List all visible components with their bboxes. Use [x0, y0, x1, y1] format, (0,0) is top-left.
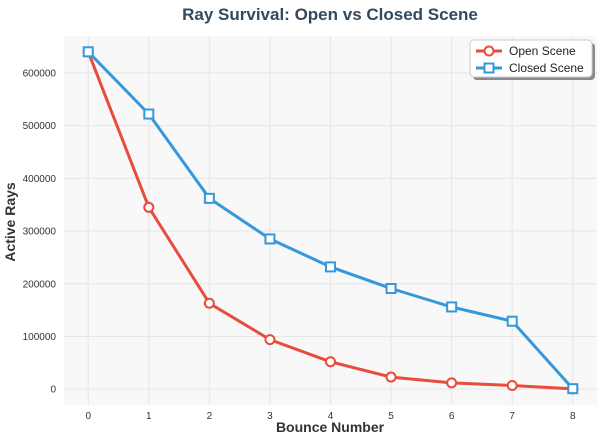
data-point-closed-scene	[325, 261, 336, 273]
data-point-closed-scene	[567, 383, 579, 395]
x-tick-label: 0	[85, 411, 91, 422]
y-tick-label: 500000	[23, 121, 57, 132]
legend-item-closed-scene: Closed Scene	[476, 61, 584, 75]
data-point-closed-scene	[82, 46, 94, 58]
legend-label-open-scene: Open Scene	[509, 44, 576, 58]
x-tick-label: 4	[328, 411, 334, 422]
legend-item-open-scene: Open Scene	[476, 44, 576, 58]
data-point-closed-scene	[506, 315, 518, 327]
legend-marker-closed-scene	[483, 62, 495, 74]
y-tick-label: 0	[50, 385, 56, 396]
data-point-closed-scene	[203, 192, 215, 204]
x-tick-label: 3	[267, 411, 273, 422]
data-point-open-scene	[446, 377, 458, 389]
y-tick-label: 100000	[23, 332, 57, 343]
y-tick-label: 400000	[23, 174, 57, 185]
data-point-open-scene	[143, 201, 155, 213]
x-axis-label: Bounce Number	[276, 419, 385, 435]
x-tick-label: 5	[388, 411, 394, 422]
legend-label-closed-scene: Closed Scene	[509, 61, 584, 75]
x-tick-label: 6	[449, 411, 455, 422]
series-layer	[82, 46, 579, 395]
y-tick-label: 600000	[23, 68, 57, 79]
data-point-open-scene	[506, 379, 518, 391]
data-point-open-scene	[264, 334, 276, 346]
legend: Open Scene Closed Scene	[469, 39, 595, 80]
axis-ticks: 0 1 2 3 4 5 6 7 8 0 100000 200000 300000 400000 500000…	[23, 68, 576, 422]
data-point-open-scene	[203, 297, 215, 309]
x-tick-label: 1	[146, 411, 152, 422]
x-tick-label: 7	[509, 411, 515, 422]
series-closed-scene	[82, 46, 579, 395]
data-point-closed-scene	[446, 301, 458, 313]
y-tick-label: 200000	[23, 279, 57, 290]
data-point-open-scene	[325, 356, 336, 368]
data-point-closed-scene	[264, 233, 276, 245]
chart-title: Ray Survival: Open vs Closed Scene	[182, 5, 478, 24]
y-axis-label: Active Rays	[2, 182, 18, 262]
legend-marker-open-scene	[483, 45, 495, 57]
y-tick-label: 300000	[23, 227, 57, 238]
data-point-closed-scene	[385, 283, 397, 295]
data-point-closed-scene	[143, 108, 155, 120]
x-tick-label: 2	[207, 411, 213, 422]
x-tick-label: 8	[570, 411, 576, 422]
data-point-open-scene	[385, 371, 397, 383]
